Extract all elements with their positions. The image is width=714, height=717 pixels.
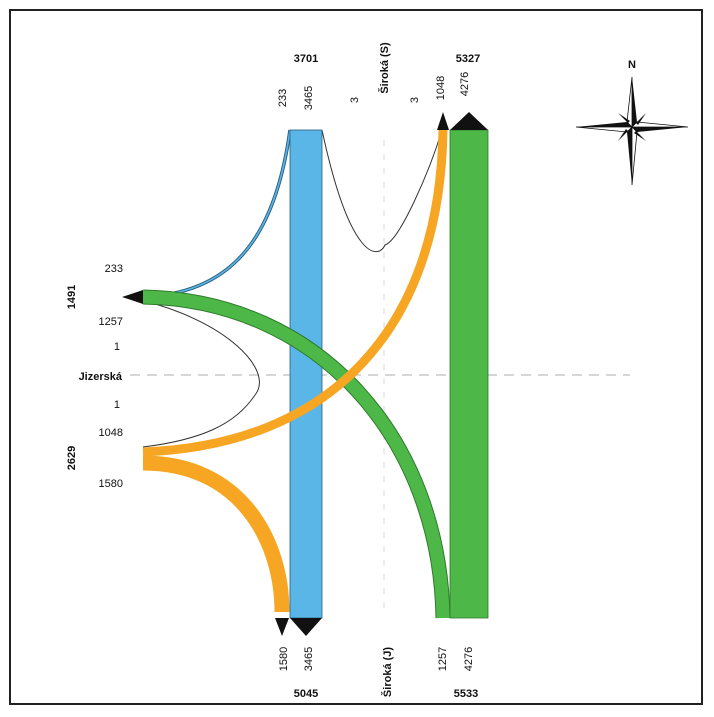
north-label-a: 233 [277,89,289,107]
west-label-d: 1 [114,399,120,411]
west-street-label: Jizerská [79,371,123,383]
south-label-b: 3465 [303,647,315,671]
north-label-e: 1048 [435,76,447,100]
west-bottom-total: 2629 [66,446,78,470]
west-label-c: 1 [114,341,120,353]
north-label-b: 3465 [303,86,315,110]
west-label-e: 1048 [99,427,123,439]
north-street-label: Široká (S) [378,42,391,94]
south-label-c: 1257 [437,647,449,671]
south-label-d: 4276 [463,647,475,671]
south-label-a: 1580 [278,647,290,671]
west-top-total: 1491 [66,285,78,309]
north-out-total: 5327 [456,53,480,65]
compass-north-label: N [628,59,636,71]
flow-north-to-south-bar [290,130,322,618]
north-label-c: 3 [349,97,361,103]
south-street-label: Široká (J) [381,647,394,697]
south-in-total: 5533 [454,688,478,700]
west-label-b: 1257 [99,316,123,328]
west-label-f: 1580 [99,478,123,490]
south-out-total: 5045 [294,688,318,700]
west-label-a: 233 [105,263,123,275]
north-label-f: 4276 [459,72,471,96]
north-label-d: 3 [409,97,421,103]
flow-south-to-north-bar [450,130,488,618]
north-in-total: 3701 [294,53,318,65]
diagram-frame [10,10,702,704]
